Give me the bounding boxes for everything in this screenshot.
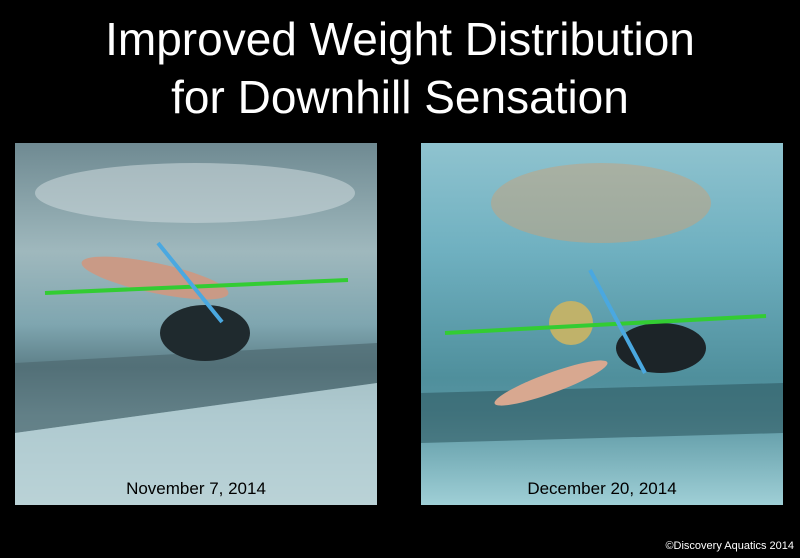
photo-december: December 20, 2014 bbox=[421, 143, 783, 505]
body-axis-line bbox=[156, 241, 224, 324]
horizontal-reference-line bbox=[444, 314, 767, 335]
copyright-notice: ©Discovery Aquatics 2014 bbox=[665, 540, 794, 552]
photo-caption: December 20, 2014 bbox=[527, 479, 677, 498]
photo-november: November 7, 2014 bbox=[15, 143, 377, 505]
horizontal-reference-line bbox=[44, 278, 349, 295]
body-axis-line bbox=[588, 269, 647, 374]
slide-title-line-2: for Downhill Sensation bbox=[171, 71, 629, 123]
photo-caption: November 7, 2014 bbox=[126, 479, 266, 498]
slide-title-line-1: Improved Weight Distribution bbox=[105, 13, 695, 65]
